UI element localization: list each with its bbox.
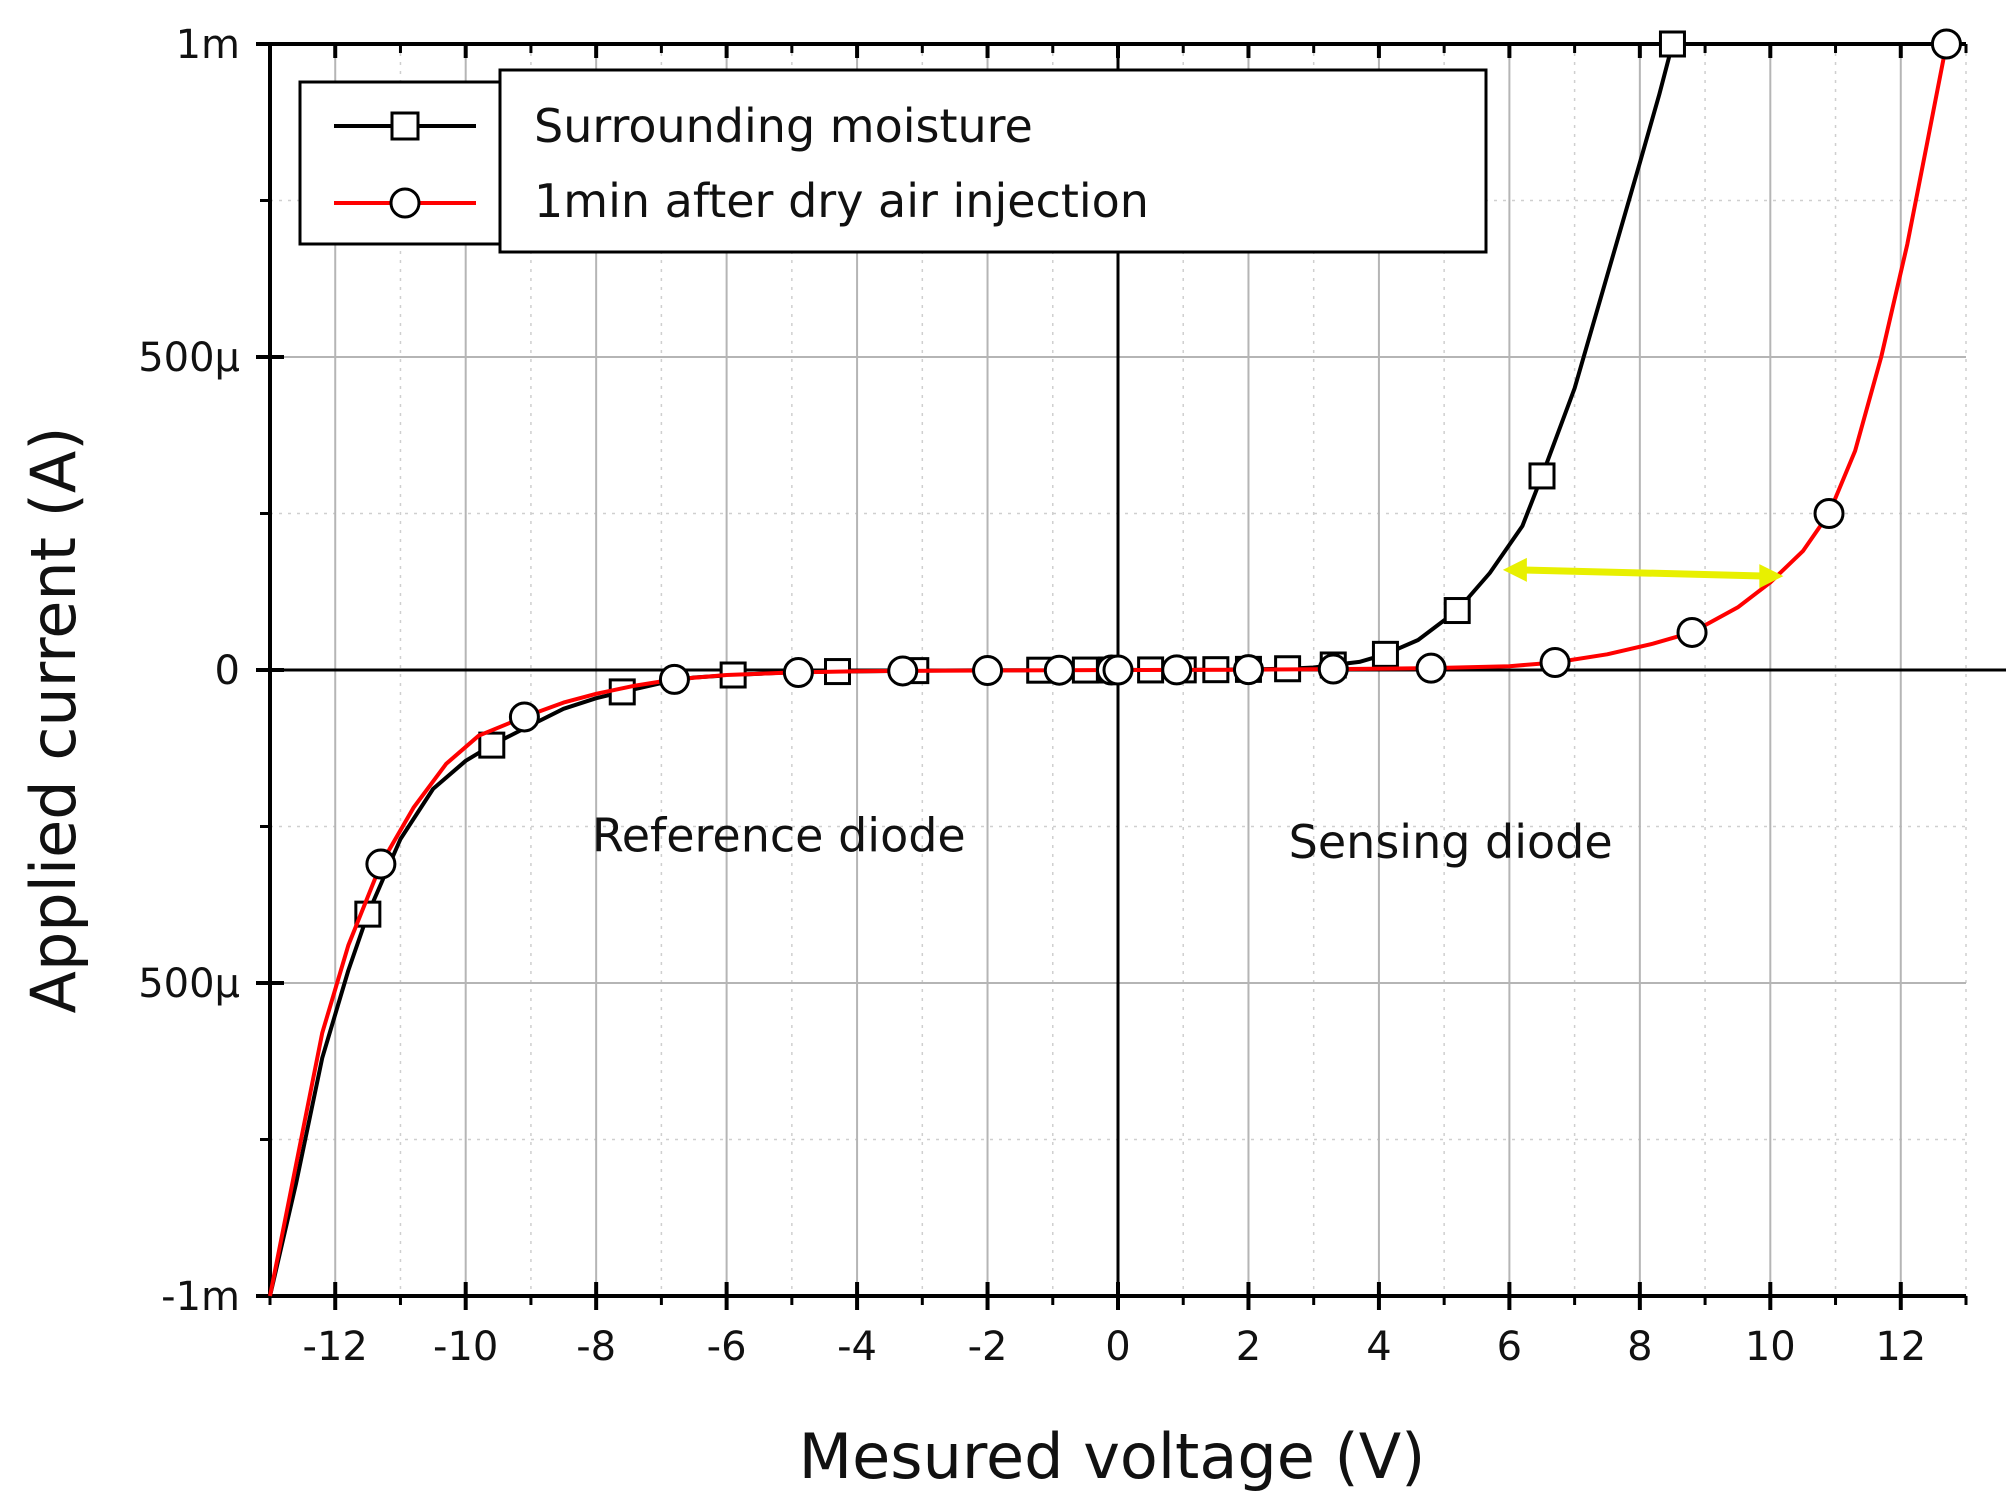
x-tick-label: -10: [433, 1324, 498, 1370]
legend: Surrounding moisture 1min after dry air …: [298, 68, 1488, 254]
y-tick-label: 0: [215, 648, 240, 694]
data-point-circle: [1043, 654, 1075, 686]
y-tick-label: 1m: [176, 22, 240, 68]
x-tick-label: 4: [1366, 1324, 1391, 1370]
legend-marker-circle: [389, 187, 421, 219]
y-axis-title: Applied current (A): [17, 427, 90, 1014]
series-line-2: [268, 43, 1949, 1297]
annotation-1: Reference diode: [592, 809, 966, 863]
legend-front-box: [498, 68, 1488, 254]
series-layer: [268, 28, 1962, 1297]
x-tick-label: 10: [1745, 1324, 1796, 1370]
x-tick-label: -4: [837, 1324, 877, 1370]
data-point-circle: [972, 655, 1004, 687]
data-point-circle: [1415, 652, 1447, 684]
data-point-circle: [658, 663, 690, 695]
x-tick-label: 8: [1627, 1324, 1652, 1370]
shift-arrow-shaft: [1518, 566, 1768, 580]
x-tick-label: 0: [1105, 1324, 1130, 1370]
x-tick-label: -6: [707, 1324, 747, 1370]
x-tick-label: 12: [1875, 1324, 1926, 1370]
data-point-square: [1658, 30, 1686, 58]
data-point-square: [1371, 640, 1399, 668]
x-tick-label: -8: [576, 1324, 616, 1370]
legend-label-series-2: 1min after dry air injection: [534, 174, 1149, 228]
y-tick-label: -1m: [161, 1274, 240, 1320]
data-point-circle: [1161, 654, 1193, 686]
tick-labels: -12 -10 -8 -6 -4 -2 0 2 4 6 8 10 12 -1m 500µ 0 500µ 1m: [138, 22, 1926, 1370]
x-tick-label: 6: [1497, 1324, 1522, 1370]
data-point-circle: [782, 657, 814, 689]
data-point-circle: [1676, 616, 1708, 648]
annotations: Reference diode Sensing diode: [592, 557, 1784, 869]
annotation-2: Sensing diode: [1289, 815, 1613, 869]
y-tick-label: 500µ: [138, 961, 240, 1007]
data-point-circle: [1317, 653, 1349, 685]
y-tick-label: 500µ: [138, 335, 240, 381]
legend-label-series-1: Surrounding moisture: [534, 99, 1033, 153]
x-tick-label: 2: [1236, 1324, 1261, 1370]
shift-arrow-head-left: [1502, 557, 1527, 582]
data-point-circle: [508, 701, 540, 733]
data-point-square: [1443, 597, 1471, 625]
data-point-circle: [1539, 646, 1571, 678]
x-tick-label: -2: [968, 1324, 1008, 1370]
data-point-circle: [1232, 654, 1264, 686]
data-point-square: [478, 731, 506, 759]
data-point-circle: [887, 655, 919, 687]
data-point-circle: [1930, 28, 1962, 60]
x-axis-title: Mesured voltage (V): [799, 1420, 1426, 1493]
data-point-square: [1528, 462, 1556, 490]
data-point-circle: [365, 848, 397, 880]
legend-marker-square: [390, 111, 420, 141]
x-tick-label: -12: [303, 1324, 368, 1370]
data-point-circle: [1813, 498, 1845, 529]
data-point-circle: [1102, 654, 1134, 686]
shift-arrow-head-right: [1759, 564, 1784, 589]
